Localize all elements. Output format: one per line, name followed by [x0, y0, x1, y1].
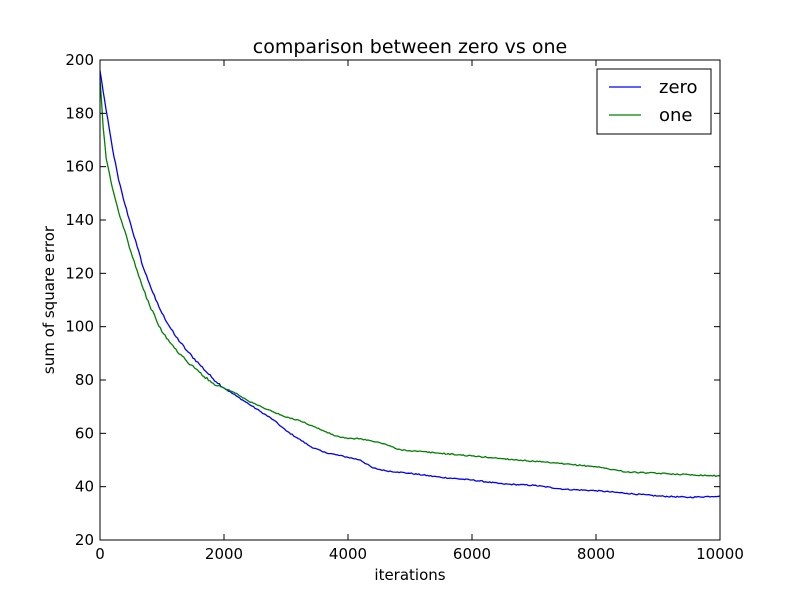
y-tick-label: 160 — [65, 158, 94, 176]
plot-area: 0 2000 4000 6000 8000 10000 20 40 60 80 100 120 140 1… — [65, 51, 744, 563]
x-tick-label: 0 — [95, 545, 105, 563]
y-tick-label: 40 — [75, 478, 94, 496]
y-tick-label: 200 — [65, 51, 94, 69]
x-tick-label: 8000 — [577, 545, 615, 563]
y-tick-label: 20 — [75, 531, 94, 549]
y-tick-label: 100 — [65, 318, 94, 336]
series-line-zero — [99, 70, 721, 499]
y-tick-label: 80 — [75, 371, 94, 389]
y-axis-label: sum of square error — [40, 225, 58, 374]
x-tick-label: 2000 — [205, 545, 243, 563]
legend-box — [596, 68, 712, 135]
y-tick-label: 120 — [65, 264, 94, 282]
x-tick-label: 4000 — [329, 545, 367, 563]
x-tick-label: 10000 — [696, 545, 744, 563]
legend: zero one — [596, 68, 712, 135]
axes-frame — [99, 59, 721, 541]
legend-label-one: one — [659, 105, 693, 126]
series-line-one — [99, 78, 721, 478]
legend-label-zero: zero — [659, 77, 698, 98]
chart-title: comparison between zero vs one — [253, 36, 567, 58]
y-tick-label: 180 — [65, 104, 94, 122]
x-axis-label: iterations — [374, 566, 445, 584]
y-tick-label: 140 — [65, 211, 94, 229]
x-tick-label: 6000 — [453, 545, 491, 563]
y-tick-label: 60 — [75, 424, 94, 442]
